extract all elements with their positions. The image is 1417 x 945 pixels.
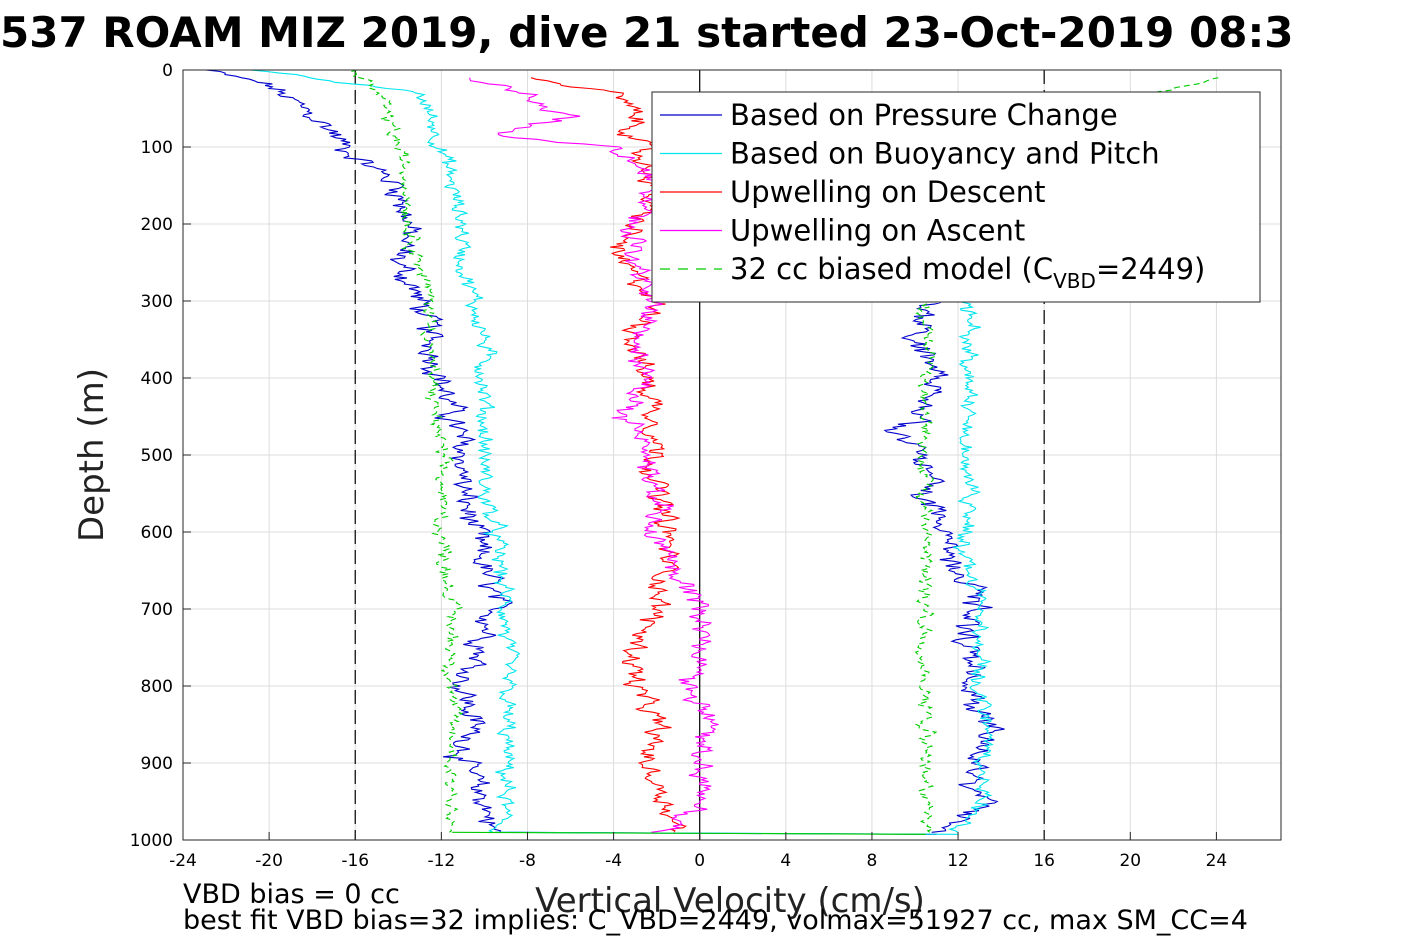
series-2-descent-line	[250, 69, 521, 833]
x-tick-label: 24	[1206, 851, 1228, 871]
footer-best-fit: best fit VBD bias=32 implies: C_VBD=2449…	[183, 905, 1248, 936]
y-tick-label: 800	[141, 677, 173, 697]
legend-box	[651, 91, 1261, 303]
x-tick-label: 8	[867, 851, 878, 871]
x-tick-label: -20	[255, 851, 283, 871]
x-tick-label: 4	[780, 851, 791, 871]
y-tick-label: 200	[141, 215, 173, 235]
x-tick-label: 20	[1119, 851, 1141, 871]
x-tick-label: -4	[605, 851, 622, 871]
y-tick-label: 100	[141, 138, 173, 158]
series-5-turnaround-line	[452, 831, 926, 835]
y-tick-label: 1000	[130, 831, 173, 851]
x-tick-label: 0	[694, 851, 705, 871]
legend-entry-label: Upwelling on Ascent	[730, 214, 1025, 248]
legend-entry-label: Based on Pressure Change	[730, 98, 1118, 132]
y-axis-ticks: 0 100 200 300 400 500 600 700 800 900 1000	[130, 61, 191, 851]
series-4-ascent-line	[469, 77, 719, 833]
x-tick-label: -12	[427, 851, 455, 871]
x-tick-label: -8	[519, 851, 536, 871]
x-tick-label: -24	[169, 851, 197, 871]
y-tick-label: 900	[141, 754, 173, 774]
x-tick-label: 12	[947, 851, 969, 871]
footer-vbd-bias: VBD bias = 0 cc	[183, 879, 400, 910]
y-tick-label: 300	[141, 292, 173, 312]
legend-entry-label: 32 cc biased model (CVBD=2449)	[730, 252, 1205, 293]
y-tick-label: 700	[141, 600, 173, 620]
series-2-ascent-line	[947, 300, 994, 833]
legend-entry-label: Upwelling on Descent	[730, 175, 1046, 209]
series-5-descent-line	[349, 69, 464, 833]
x-tick-label: -16	[341, 851, 369, 871]
series-1-ascent-line	[883, 300, 1005, 833]
x-axis-label: Vertical Velocity (cm/s)	[535, 881, 925, 921]
series-1-descent-line	[205, 69, 513, 833]
legend-entry-label: Based on Buoyancy and Pitch	[730, 137, 1160, 171]
y-tick-label: 0	[162, 61, 173, 81]
x-axis-ticks: -24 -20 -16 -12 -8 -4 0 4 8 12 16 20 24	[169, 832, 1227, 871]
legend: Based on Pressure Change Based on Buoyanc…	[651, 91, 1261, 303]
y-tick-label: 500	[141, 446, 173, 466]
chart-title: 537 ROAM MIZ 2019, dive 21 started 23-Oc…	[0, 8, 1293, 57]
y-tick-label: 600	[141, 523, 173, 543]
y-axis-label: Depth (m)	[72, 368, 112, 542]
y-tick-label: 400	[141, 369, 173, 389]
x-tick-label: 16	[1033, 851, 1055, 871]
